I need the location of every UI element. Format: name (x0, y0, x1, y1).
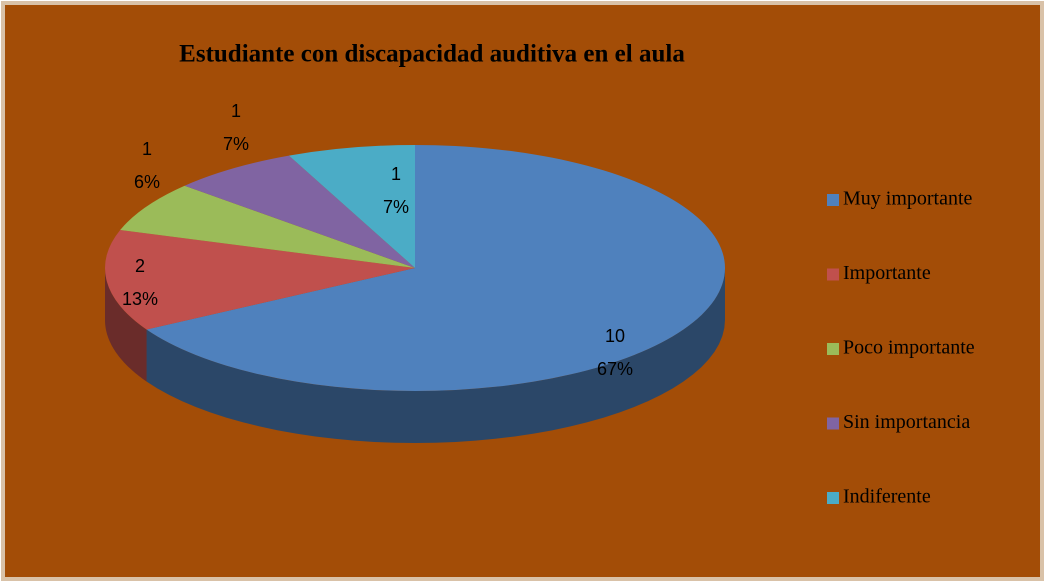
data-label-percent: 6% (134, 172, 160, 192)
data-label-percent: 7% (383, 197, 409, 217)
data-label: 1 (231, 101, 241, 121)
legend-swatch (827, 194, 839, 206)
pie-slice (120, 185, 415, 268)
pie-side (105, 268, 147, 382)
data-label: 2 (135, 256, 145, 276)
data-label-percent: 13% (122, 289, 158, 309)
legend-label: Muy importante (843, 188, 973, 210)
pie-slice (105, 229, 415, 330)
data-label: 1 (142, 139, 152, 159)
chart-title: Estudiante con discapacidad auditiva en … (179, 41, 685, 68)
legend-swatch (827, 417, 839, 430)
pie-slice (288, 145, 415, 268)
legend-swatch (827, 343, 839, 355)
data-label-percent: 7% (223, 134, 249, 154)
pie-slice (146, 145, 725, 391)
pie-slice (184, 155, 415, 268)
legend-label: Indiferente (843, 486, 931, 508)
legend-swatch (827, 492, 839, 504)
legend-label: Sin importancia (843, 411, 970, 433)
data-label-percent: 67% (597, 359, 633, 379)
data-label: 10 (605, 326, 625, 346)
pie-side (146, 268, 726, 443)
legend-label: Poco importante (843, 337, 975, 359)
legend-label: Importante (843, 262, 931, 284)
data-label: 1 (391, 164, 401, 184)
legend-swatch (827, 268, 839, 281)
